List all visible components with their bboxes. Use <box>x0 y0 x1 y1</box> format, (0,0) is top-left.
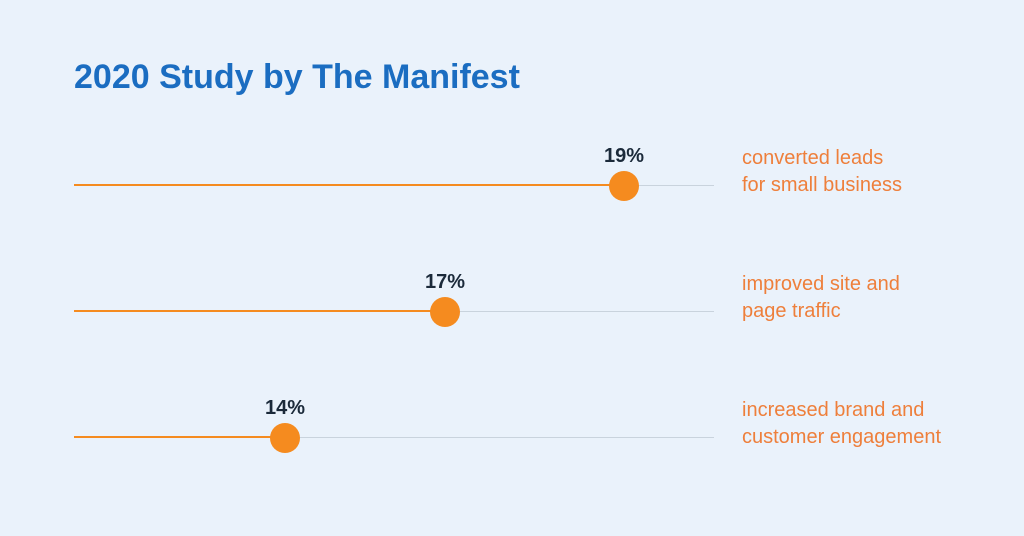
value-label: 14% <box>265 397 305 420</box>
slider-track: 17% <box>74 274 714 322</box>
metric-description-line: customer engagement <box>742 426 941 448</box>
metric-description: converted leads for small business <box>742 145 902 199</box>
metric-description-line: improved site and <box>742 273 900 295</box>
slider-dot-icon <box>270 423 300 453</box>
metric-description: improved site and page traffic <box>742 271 900 325</box>
chart-title: 2020 Study by The Manifest <box>74 58 950 97</box>
slider-dot-icon <box>430 297 460 327</box>
slider-track: 14% <box>74 400 714 448</box>
metric-row: 19% converted leads for small business <box>74 145 950 199</box>
chart-rows: 19% converted leads for small business 1… <box>74 145 950 451</box>
infographic-canvas: 2020 Study by The Manifest 19% converted… <box>0 0 1024 536</box>
slider-dot-icon <box>609 171 639 201</box>
metric-description-line: converted leads <box>742 147 883 169</box>
value-label: 19% <box>604 145 644 168</box>
metric-row: 14% increased brand and customer engagem… <box>74 397 950 451</box>
metric-row: 17% improved site and page traffic <box>74 271 950 325</box>
metric-description: increased brand and customer engagement <box>742 397 941 451</box>
slider-track: 19% <box>74 148 714 196</box>
value-label: 17% <box>425 271 465 294</box>
metric-description-line: for small business <box>742 174 902 196</box>
metric-description-line: increased brand and <box>742 399 924 421</box>
track-fill-line <box>74 184 624 186</box>
metric-description-line: page traffic <box>742 300 841 322</box>
track-fill-line <box>74 436 285 438</box>
track-fill-line <box>74 310 445 312</box>
